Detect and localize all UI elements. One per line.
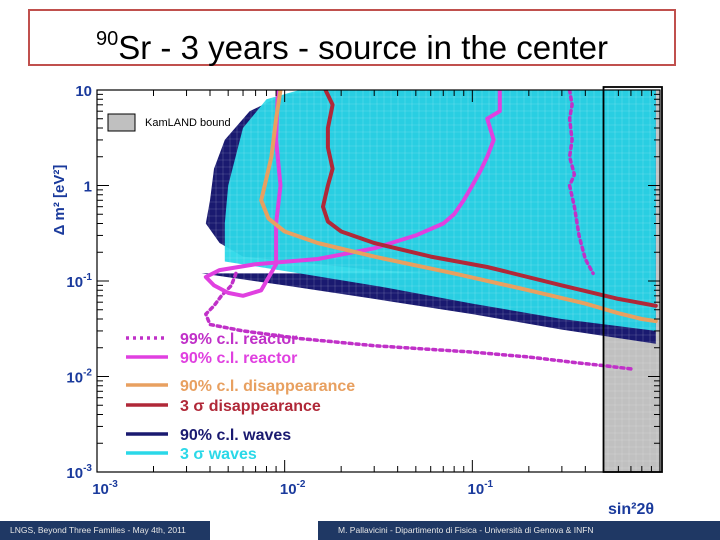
- legend-label: 90% c.l. disappearance: [180, 378, 355, 395]
- x-tick-label: 10-2: [280, 479, 306, 498]
- slide-title: 90Sr - 3 years - source in the center: [30, 19, 674, 68]
- y-tick-label: 10-3: [66, 463, 92, 482]
- x-axis-label: sin²2θ: [608, 501, 654, 518]
- title-box: 90Sr - 3 years - source in the center: [28, 9, 676, 66]
- y-axis-label: Δ m² [eV²]: [51, 165, 68, 236]
- legend-label: 3 σ disappearance: [180, 398, 321, 415]
- contour-0: [204, 271, 633, 371]
- exclusion-plot: 10-3 10-2 10-1 10 1 10-1 10-2 10-3 sin²2θ Δ m² [e…: [51, 83, 663, 518]
- legend-label: 99% c.l. reactor: [180, 331, 297, 348]
- y-tick-label: 10-2: [66, 368, 92, 387]
- contour-3: [259, 90, 658, 324]
- title-main: Sr - 3 years - source in the center: [118, 29, 608, 66]
- legend-label: 90% c.l. reactor: [180, 350, 297, 367]
- region-waves-3sigma: [224, 90, 656, 331]
- legend-label: 3 σ waves: [180, 446, 257, 463]
- x-tick-label: 10-1: [468, 479, 494, 498]
- y-tick-label: 10: [75, 83, 92, 100]
- y-tick-label: 10-1: [66, 272, 92, 291]
- y-tick-label: 1: [84, 179, 92, 196]
- kamland-frame: [602, 86, 663, 473]
- legend-label: 90% c.l. waves: [180, 427, 291, 444]
- contour-4: [321, 90, 658, 308]
- footer-right: M. Pallavicini - Dipartimento di Fisica …: [318, 521, 720, 540]
- x-tick-label: 10-3: [92, 479, 118, 498]
- contour-1: [567, 90, 595, 276]
- kamland-label: KamLAND bound: [145, 117, 231, 129]
- ticks: [96, 90, 660, 473]
- cyan-texture: [97, 90, 660, 472]
- title-superscript: 90: [96, 28, 119, 50]
- plot-area: [97, 90, 660, 472]
- contour-2: [203, 90, 502, 298]
- kamland-swatch: [107, 113, 136, 132]
- footer-left: LNGS, Beyond Three Families - May 4th, 2…: [0, 521, 210, 540]
